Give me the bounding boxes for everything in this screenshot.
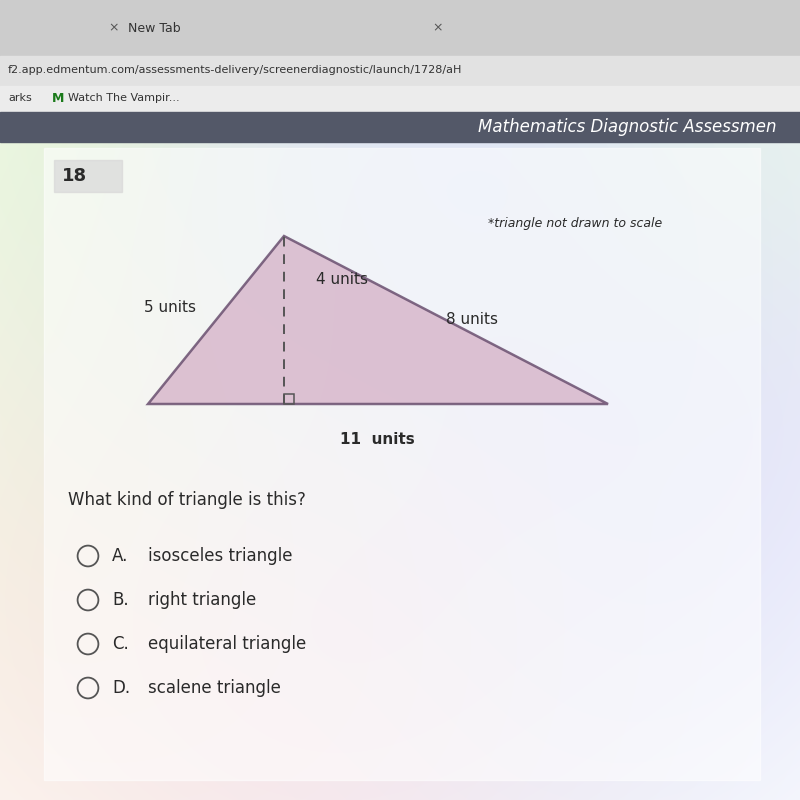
Bar (0, 56, 800, 86)
Text: M: M (52, 92, 64, 105)
Text: New Tab: New Tab (128, 22, 181, 34)
Text: 4 units: 4 units (316, 273, 368, 287)
Text: What kind of triangle is this?: What kind of triangle is this? (68, 491, 306, 509)
Text: scalene triangle: scalene triangle (148, 679, 281, 697)
Bar (0, 0, 800, 56)
Text: Watch The Vampir...: Watch The Vampir... (68, 94, 180, 103)
Text: 5 units: 5 units (144, 301, 196, 315)
Bar (0, 86, 800, 112)
Text: 18: 18 (62, 167, 87, 185)
Text: D.: D. (112, 679, 130, 697)
Text: ×: × (108, 22, 118, 34)
Polygon shape (148, 236, 608, 404)
Text: right triangle: right triangle (148, 591, 256, 609)
Text: arks: arks (8, 94, 32, 103)
Text: *triangle not drawn to scale: *triangle not drawn to scale (488, 218, 662, 230)
Text: A.: A. (112, 547, 128, 565)
Text: B.: B. (112, 591, 129, 609)
Text: ×: × (432, 22, 442, 34)
Bar (44, 148, 760, 780)
Bar (0, 112, 800, 142)
Text: 8 units: 8 units (446, 313, 498, 327)
Text: Mathematics Diagnostic Assessmen: Mathematics Diagnostic Assessmen (478, 118, 776, 136)
Text: isosceles triangle: isosceles triangle (148, 547, 293, 565)
Bar (54, 160, 122, 192)
Text: C.: C. (112, 635, 129, 653)
Text: equilateral triangle: equilateral triangle (148, 635, 306, 653)
Text: 11  units: 11 units (340, 432, 415, 447)
Text: f2.app.edmentum.com/assessments-delivery/screenerdiagnostic/launch/1728/aH: f2.app.edmentum.com/assessments-delivery… (8, 66, 462, 75)
